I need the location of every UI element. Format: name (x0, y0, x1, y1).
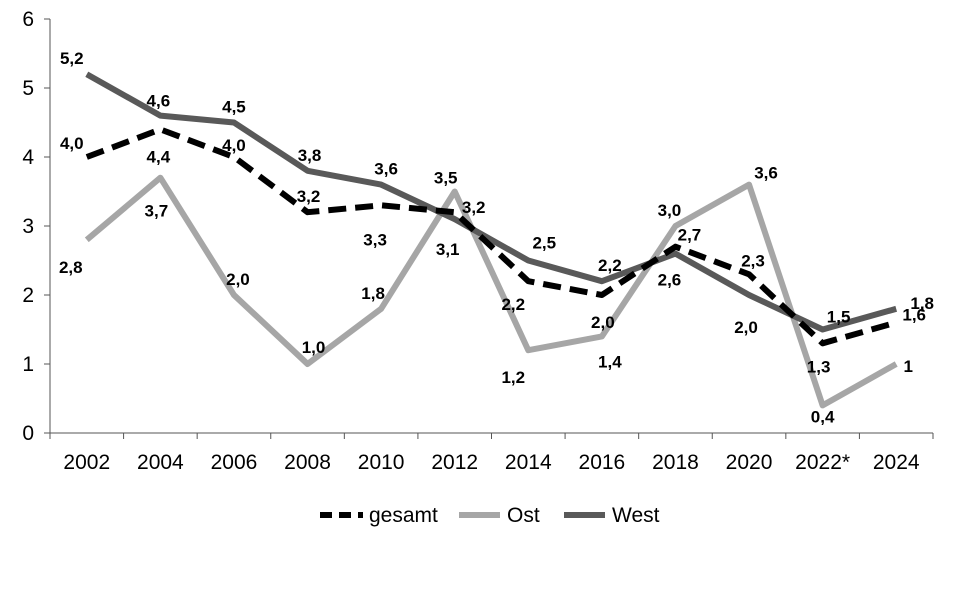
data-label: 1 (903, 357, 912, 376)
data-label: 1,4 (598, 352, 622, 371)
data-label: 1,3 (807, 357, 831, 376)
x-tick-label: 2010 (358, 451, 405, 474)
data-label: 2,6 (658, 271, 682, 290)
data-label: 2,0 (734, 318, 758, 337)
data-label: 3,0 (658, 201, 682, 220)
data-label: 3,1 (436, 240, 460, 259)
data-label: 3,7 (145, 202, 169, 221)
x-tick-label: 2020 (726, 451, 773, 474)
x-tick-label: 2016 (579, 451, 626, 474)
data-label: 2,7 (678, 226, 702, 245)
x-tick-label: 2006 (211, 451, 258, 474)
x-tick-label: 2018 (652, 451, 699, 474)
legend-item-west: West (564, 504, 660, 527)
y-tick-label: 4 (22, 146, 34, 169)
data-label: 4,0 (60, 134, 84, 153)
y-tick-label: 0 (22, 422, 34, 445)
data-label: 2,2 (501, 295, 525, 314)
data-label: 2,3 (741, 251, 765, 270)
data-label: 5,2 (60, 49, 84, 68)
data-label: 3,8 (298, 146, 322, 165)
data-label: 3,2 (462, 198, 486, 217)
data-labels: 4,0 4,4 4,0 3,2 3,3 3,2 2,2 2,0 2,7 2,3 1,3 1,6 2,8 3… (59, 49, 934, 426)
data-label: 1,6 (902, 306, 926, 325)
data-label: 0,4 (811, 407, 835, 426)
legend-item-gesamt: gesamt (320, 504, 438, 527)
data-label: 2,0 (591, 313, 615, 332)
series-line-west (85, 71, 898, 333)
axes: 0 1 2 3 4 5 6 2002 2004 2006 2008 2010 2012 2014 2016 2… (22, 8, 934, 474)
data-label: 3,3 (363, 230, 387, 249)
legend-label: West (612, 504, 660, 527)
data-label: 3,5 (434, 169, 458, 188)
data-label: 2,0 (226, 270, 250, 289)
data-label: 1,2 (501, 368, 525, 387)
x-tick-label: 2008 (284, 451, 331, 474)
data-label: 2,2 (598, 256, 622, 275)
x-tick-label: 2004 (137, 451, 184, 474)
x-tick-label: 2022* (795, 451, 850, 474)
data-label: 3,6 (754, 164, 778, 183)
y-tick-label: 3 (22, 215, 34, 238)
data-label: 1,0 (302, 338, 326, 357)
x-tick-label: 2002 (63, 451, 110, 474)
y-tick-label: 2 (22, 284, 34, 307)
data-label: 4,6 (147, 92, 171, 111)
data-label: 3,2 (297, 187, 321, 206)
data-label: 4,4 (147, 147, 171, 166)
data-label: 4,0 (222, 136, 246, 155)
series-lines (84, 71, 898, 409)
legend-label: gesamt (369, 504, 438, 527)
data-label: 4,5 (222, 98, 246, 117)
legend-label: Ost (507, 504, 540, 527)
data-label: 2,8 (59, 258, 83, 277)
data-label: 2,5 (532, 234, 556, 253)
legend: gesamt Ost West (320, 504, 660, 527)
legend-item-ost: Ost (459, 504, 540, 527)
data-label: 1,8 (361, 284, 385, 303)
y-tick-label: 1 (22, 353, 34, 376)
x-tick-label: 2012 (431, 451, 478, 474)
data-label: 1,8 (910, 294, 934, 313)
x-tick-label: 2014 (505, 451, 552, 474)
x-tick-label: 2024 (873, 451, 920, 474)
data-label: 1,5 (827, 308, 851, 327)
series-line-gesamt (85, 126, 898, 347)
y-tick-label: 6 (22, 8, 34, 31)
data-label: 3,6 (374, 160, 398, 179)
y-tick-label: 5 (22, 77, 34, 100)
series-line-ost (84, 174, 898, 409)
